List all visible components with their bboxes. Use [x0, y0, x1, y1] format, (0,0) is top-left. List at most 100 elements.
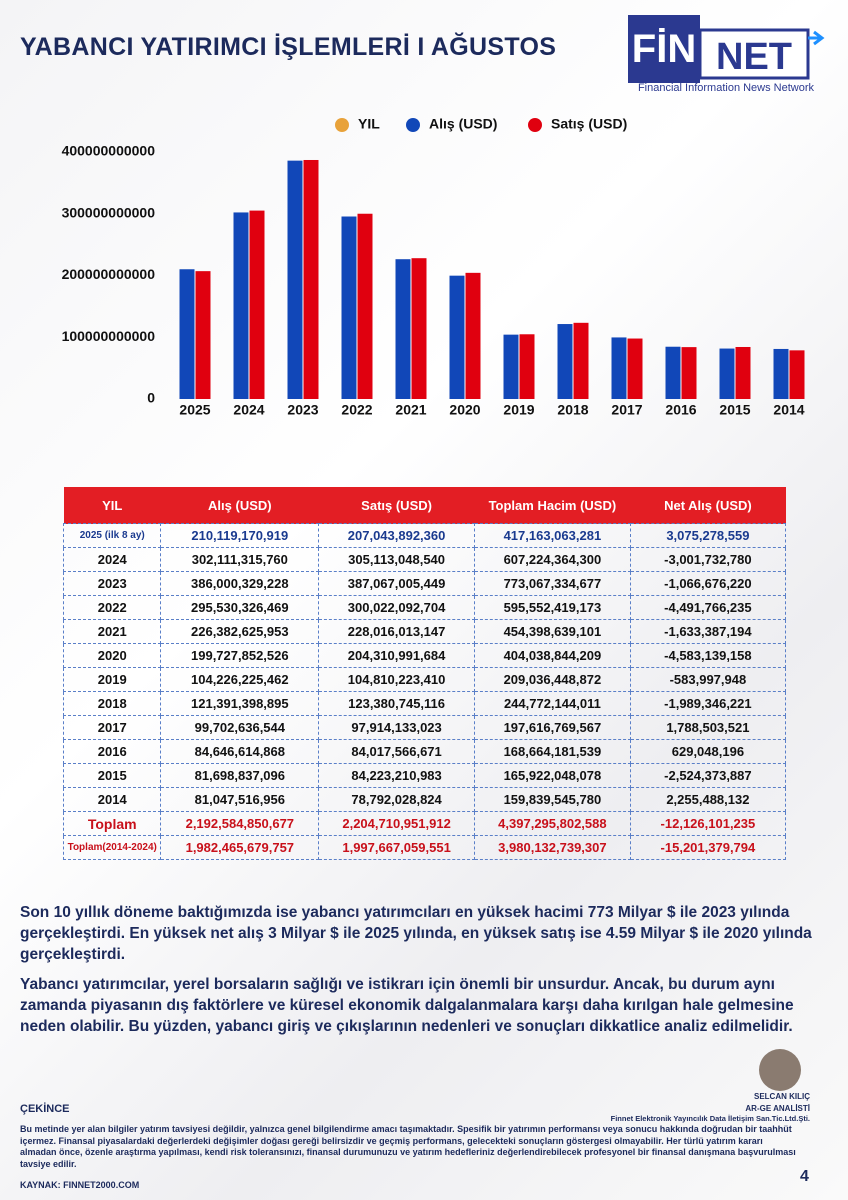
- table-cell: 209,036,448,872: [473, 667, 631, 692]
- table-row: 2017 99,702,636,544 97,914,133,023 197,616,…: [62, 715, 787, 740]
- table-cell: 104,810,223,410: [318, 667, 475, 692]
- x-tick-label: 2015: [719, 402, 750, 418]
- table-cell: 404,038,844,209: [473, 643, 631, 668]
- table-cell: 305,113,048,540: [318, 547, 475, 572]
- table-cell: 2014: [62, 787, 162, 812]
- table-cell: 207,043,892,360: [318, 523, 475, 548]
- table-cell: 4,397,295,802,588: [473, 811, 631, 836]
- bar: [573, 322, 589, 399]
- table-cell: 99,702,636,544: [160, 715, 320, 740]
- table-cell: 417,163,063,281: [473, 523, 631, 548]
- photo: [759, 1049, 801, 1091]
- table-cell: Toplam(2014-2024): [62, 835, 162, 860]
- disclaimer-heading: ÇEKİNCE: [20, 1103, 70, 1115]
- bar: [503, 334, 519, 399]
- source: KAYNAK: FINNET2000.COM: [20, 1180, 140, 1190]
- table-cell: 2016: [62, 739, 162, 764]
- table-cell: 3,980,132,739,307: [473, 835, 631, 860]
- y-tick-label: 400000000000: [62, 143, 156, 159]
- paragraph: Yabancı yatırımcılar, yerel borsaların s…: [20, 976, 794, 1035]
- bar: [611, 337, 627, 399]
- table-row: 2021 226,382,625,953 228,016,013,147 454,39…: [62, 619, 787, 644]
- table-cell: 104,226,225,462: [160, 667, 320, 692]
- bar: [195, 271, 211, 399]
- table-cell: 199,727,852,526: [160, 643, 320, 668]
- table-cell: 168,664,181,539: [473, 739, 631, 764]
- table-cell: -12,126,101,235: [629, 811, 787, 836]
- bar: [465, 272, 481, 399]
- bar: [519, 334, 535, 399]
- table-cell: -1,633,387,194: [629, 619, 787, 644]
- table-cell: 595,552,419,173: [473, 595, 631, 620]
- table-cell: -1,989,346,221: [629, 691, 787, 716]
- table-cell: 2022: [62, 595, 162, 620]
- table-row: 2023 386,000,329,228 387,067,005,449 773,06…: [62, 571, 787, 596]
- x-tick-label: 2022: [341, 402, 372, 418]
- logo-right: NET: [716, 36, 792, 78]
- bar: [179, 269, 195, 399]
- table-cell: 84,223,210,983: [318, 763, 475, 788]
- table-cell: 773,067,334,677: [473, 571, 631, 596]
- x-tick-label: 2021: [395, 402, 426, 418]
- table-cell: 2,192,584,850,677: [160, 811, 320, 836]
- table-cell: 84,017,566,671: [318, 739, 475, 764]
- column-header: Net Alış (USD): [630, 487, 786, 524]
- logo-arrow: [808, 30, 825, 46]
- y-tick-label: 0: [147, 390, 155, 406]
- table-cell: 2020: [62, 643, 162, 668]
- bar: [789, 350, 805, 399]
- table-row: 2014 81,047,516,956 78,792,028,824 159,839,…: [62, 787, 787, 812]
- table-cell: 3,075,278,559: [629, 523, 787, 548]
- table-cell: -4,491,766,235: [629, 595, 787, 620]
- table-cell: 210,119,170,919: [160, 523, 320, 548]
- x-tick-label: 2018: [557, 402, 588, 418]
- table-cell: 2023: [62, 571, 162, 596]
- table-cell: 454,398,639,101: [473, 619, 631, 644]
- table-row: 2025 (ilk 8 ay) 210,119,170,919 207,043,89…: [62, 523, 787, 548]
- table-cell: 607,224,364,300: [473, 547, 631, 572]
- legend-label: Satış (USD): [551, 116, 627, 132]
- table-row: 2020 199,727,852,526 204,310,991,684 404,03…: [62, 643, 787, 668]
- table-cell: 81,047,516,956: [160, 787, 320, 812]
- table-cell: 295,530,326,469: [160, 595, 320, 620]
- table-cell: -4,583,139,158: [629, 643, 787, 668]
- table-cell: 387,067,005,449: [318, 571, 475, 596]
- table-cell: 197,616,769,567: [473, 715, 631, 740]
- table-cell: -2,524,373,887: [629, 763, 787, 788]
- table-cell: 2,255,488,132: [629, 787, 787, 812]
- table-cell: 228,016,013,147: [318, 619, 475, 644]
- table-cell: 2018: [62, 691, 162, 716]
- bar: [773, 348, 789, 399]
- table-cell: -1,066,676,220: [629, 571, 787, 596]
- x-tick-label: 2024: [233, 402, 264, 418]
- column-header: YIL: [63, 487, 161, 524]
- table-row: 2019 104,226,225,462 104,810,223,410 209,03…: [62, 667, 787, 692]
- x-tick-label: 2019: [503, 402, 534, 418]
- page-number: 4: [800, 1168, 809, 1185]
- author-name: SELCAN KILIÇ: [754, 1092, 810, 1101]
- column-header: Satış (USD): [318, 487, 475, 524]
- table-cell: 123,380,745,116: [318, 691, 475, 716]
- y-tick-label: 200000000000: [62, 266, 156, 282]
- bar: [681, 347, 697, 399]
- table-row: 2024 302,111,315,760 305,113,048,540 607,22…: [62, 547, 787, 572]
- table-cell: 386,000,329,228: [160, 571, 320, 596]
- table-row: 2016 84,646,614,868 84,017,566,671 168,664,…: [62, 739, 787, 764]
- table-row: Toplam(2014-2024) 1,982,465,679,757 1,997,…: [62, 835, 787, 860]
- bar: [557, 324, 573, 399]
- table-cell: -15,201,379,794: [629, 835, 787, 860]
- table-cell: 302,111,315,760: [160, 547, 320, 572]
- chart: 0 100000000000 200000000000 300000000000 400…: [62, 116, 805, 418]
- table-cell: -583,997,948: [629, 667, 787, 692]
- bar: [627, 338, 643, 399]
- table-cell: -3,001,732,780: [629, 547, 787, 572]
- table-cell: 97,914,133,023: [318, 715, 475, 740]
- y-tick-label: 300000000000: [62, 204, 156, 220]
- table-cell: 121,391,398,895: [160, 691, 320, 716]
- bar: [665, 346, 681, 399]
- table-cell: 2025 (ilk 8 ay): [62, 523, 162, 548]
- table-cell: 1,982,465,679,757: [160, 835, 320, 860]
- table-cell: 244,772,144,011: [473, 691, 631, 716]
- table-row: Toplam 2,192,584,850,677 2,204,710,951,912…: [62, 811, 787, 836]
